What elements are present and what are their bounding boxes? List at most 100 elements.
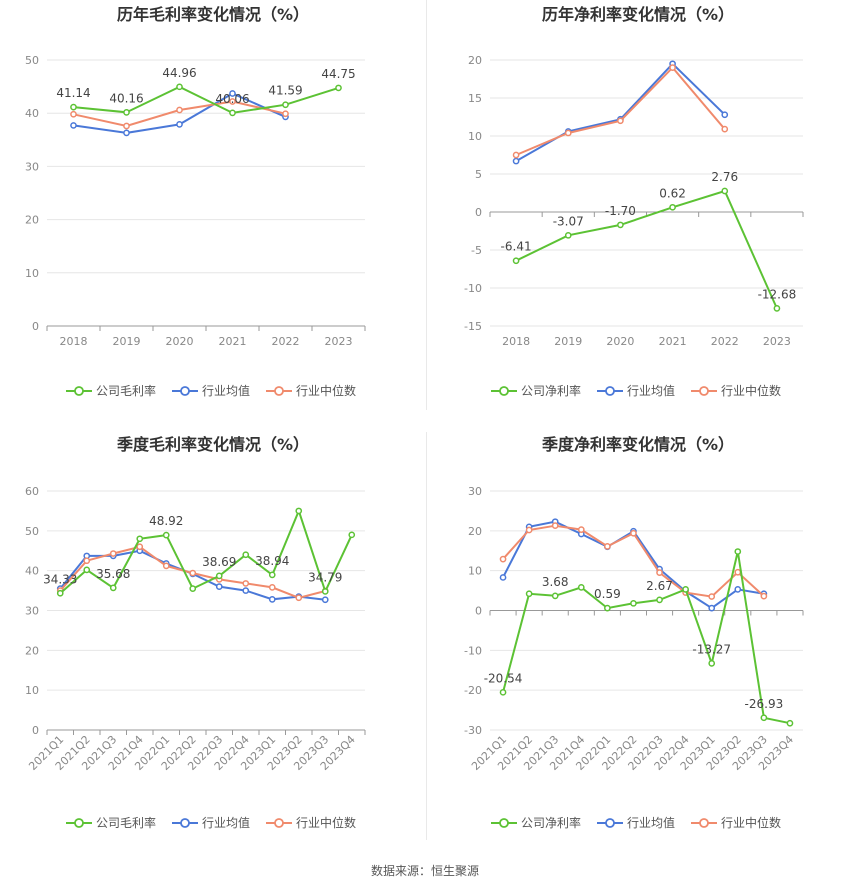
data-label: 41.59	[268, 84, 302, 98]
company-point	[786, 719, 794, 727]
y-tick-label: 60	[25, 485, 39, 498]
company-point	[669, 203, 676, 211]
company-point	[295, 507, 303, 515]
y-tick-label: 30	[468, 485, 482, 498]
legend-marker	[605, 818, 615, 828]
legend-marker	[499, 386, 509, 396]
legend-item-company: 公司毛利率	[66, 815, 156, 830]
company-point	[734, 548, 742, 555]
company-point	[176, 83, 183, 91]
y-tick-label: 20	[25, 644, 39, 657]
company-point	[499, 688, 507, 696]
industry-average-point	[242, 587, 250, 594]
industry-median-point	[669, 64, 676, 71]
data-label: 48.92	[149, 514, 183, 528]
company-point	[162, 531, 170, 539]
data-label: 41.14	[56, 86, 90, 100]
industry-median-point	[123, 122, 130, 130]
company-point	[604, 604, 611, 612]
legend-item-industry-median: 行业中位数	[266, 815, 356, 830]
company-point	[773, 305, 781, 312]
company-point	[721, 187, 729, 195]
industry-median-point	[189, 569, 197, 577]
company-point	[189, 585, 197, 592]
legend-item-company: 公司净利率	[491, 383, 581, 398]
company-point	[136, 535, 144, 543]
legend-marker	[499, 818, 509, 828]
annual-gross-margin-chart: 历年毛利率变化情况（%） 0 10 20 30 40 50 2018 2019 2020 2021 2…	[25, 5, 366, 398]
data-label: 35.68	[96, 567, 130, 581]
legend-marker	[274, 386, 284, 396]
data-label: 44.96	[162, 66, 196, 80]
legend-item-industry-average: 行业均值	[172, 383, 250, 398]
y-tick-label: -15	[464, 320, 482, 333]
industry-average-point	[176, 121, 183, 128]
data-label: 40.06	[215, 92, 249, 106]
industry-median-point	[70, 110, 77, 118]
y-tick-label: 40	[25, 565, 39, 578]
x-tick-label: 2020	[606, 335, 634, 348]
industry-average-point	[499, 574, 507, 581]
industry-median-point	[109, 550, 117, 557]
y-tick-label: 0	[32, 724, 39, 737]
industry-median-point	[295, 594, 303, 602]
legend-item-company: 公司净利率	[491, 815, 581, 830]
data-label: 34.33	[43, 572, 77, 586]
data-label: 38.94	[255, 554, 289, 568]
industry-median-point	[229, 98, 236, 105]
company-point	[525, 590, 533, 598]
y-tick-label: 10	[25, 267, 39, 280]
y-tick-label: 50	[25, 54, 39, 67]
industry-median-point	[604, 543, 611, 550]
legend-label: 行业中位数	[721, 815, 781, 830]
y-tick-label: -30	[464, 724, 482, 737]
industry-average-point	[734, 586, 742, 593]
y-tick-label: 20	[468, 525, 482, 538]
legend-marker	[699, 818, 709, 828]
industry-average-point	[215, 583, 223, 590]
industry-median-point	[577, 526, 585, 533]
legend-label: 公司净利率	[521, 383, 581, 398]
company-point	[321, 588, 329, 595]
industry-median-point	[630, 529, 637, 537]
industry-median-point	[268, 584, 276, 591]
industry-average-point	[229, 90, 236, 97]
quarterly-gross-margin-chart: 季度毛利率变化情况（%）01020304050602021Q12021Q2202…	[25, 435, 366, 830]
y-tick-label: 15	[468, 92, 482, 105]
y-tick-label: 10	[468, 565, 482, 578]
quarterly-net-margin-chart: 季度净利率变化情况（%）-30-20-1001020302021Q12021Q2…	[464, 435, 804, 830]
x-tick-label: 2023	[763, 335, 791, 348]
data-label: -13.27	[692, 642, 731, 656]
industry-median-point	[551, 522, 559, 530]
x-tick-label: 2019	[554, 335, 582, 348]
company-point	[56, 589, 64, 597]
chart-title: 历年净利率变化情况（%）	[542, 5, 734, 24]
legend-item-company: 公司毛利率	[66, 383, 156, 398]
chart-title: 季度净利率变化情况（%）	[541, 435, 734, 454]
industry-average-point	[70, 122, 77, 129]
data-label: 2.67	[646, 579, 673, 593]
legend-label: 行业均值	[627, 815, 675, 830]
company-point	[335, 84, 342, 92]
company-line	[515, 189, 778, 309]
x-tick-label: 2023	[325, 335, 353, 348]
y-tick-label: 20	[468, 54, 482, 67]
x-tick-label: 2021	[659, 335, 687, 348]
legend-item-industry-median: 行业中位数	[266, 383, 356, 398]
company-point	[564, 231, 572, 239]
company-point	[682, 586, 689, 593]
company-point	[577, 584, 585, 591]
industry-average-point	[708, 604, 716, 612]
industry-median-point	[525, 526, 533, 534]
legend-label: 行业中位数	[721, 383, 781, 398]
y-tick-label: 0	[32, 320, 39, 333]
company-point	[630, 599, 637, 607]
legend-marker	[74, 386, 84, 396]
y-tick-label: 20	[25, 214, 39, 227]
x-tick-label: 2018	[502, 335, 530, 348]
company-point	[282, 101, 289, 109]
industry-median-point	[656, 569, 663, 577]
y-tick-label: -20	[464, 684, 482, 697]
y-tick-label: 0	[475, 206, 482, 219]
industry-average-point	[721, 111, 729, 119]
